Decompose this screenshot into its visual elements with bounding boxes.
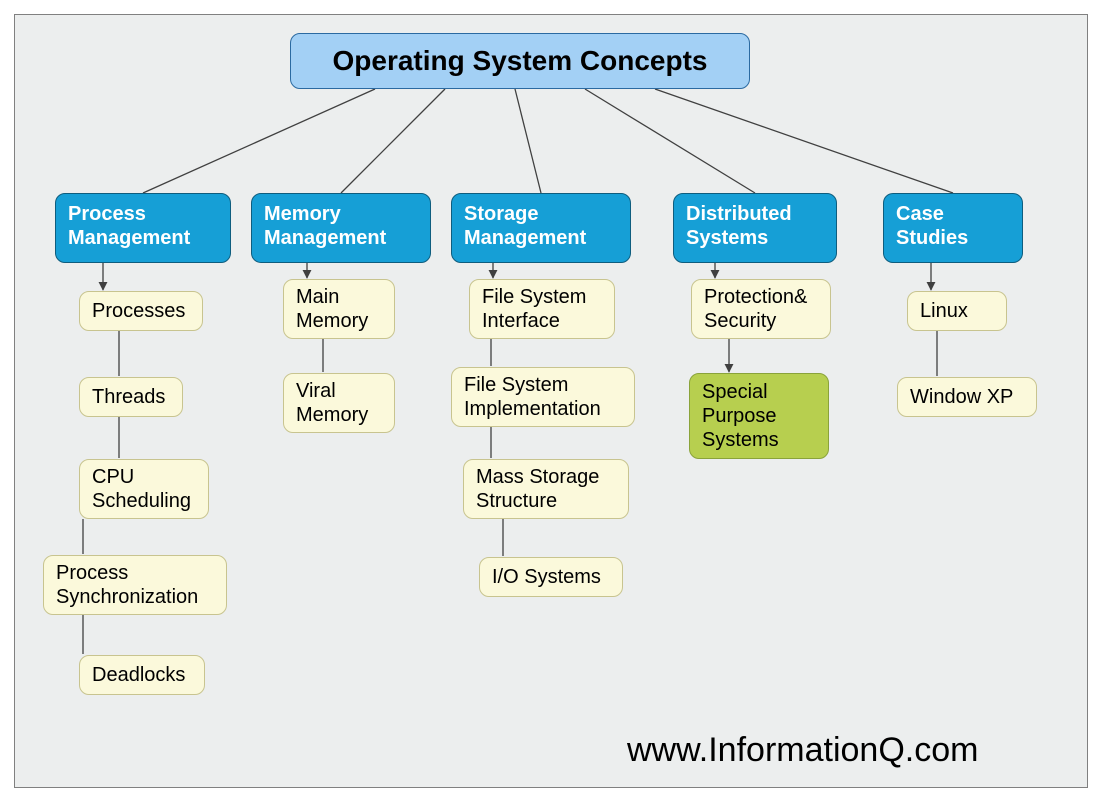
root-node-label: Operating System Concepts <box>333 44 708 78</box>
category-process-label: ProcessManagement <box>68 202 190 250</box>
sub-case-0-label: Linux <box>920 299 968 323</box>
category-storage-label: StorageManagement <box>464 202 586 250</box>
sub-storage-2: Mass StorageStructure <box>463 459 629 519</box>
sub-distributed-1: SpecialPurposeSystems <box>689 373 829 459</box>
sub-process-0: Processes <box>79 291 203 331</box>
sub-memory-1-label: ViralMemory <box>296 379 368 427</box>
sub-distributed-0: Protection&Security <box>691 279 831 339</box>
category-distributed: DistributedSystems <box>673 193 837 263</box>
category-case: CaseStudies <box>883 193 1023 263</box>
sub-process-2-label: CPUScheduling <box>92 465 191 513</box>
sub-process-1-label: Threads <box>92 385 165 409</box>
sub-process-4: Deadlocks <box>79 655 205 695</box>
sub-process-1: Threads <box>79 377 183 417</box>
watermark-text: www.InformationQ.com <box>627 731 978 770</box>
sub-distributed-1-label: SpecialPurposeSystems <box>702 380 779 452</box>
sub-storage-0-label: File SystemInterface <box>482 285 586 333</box>
sub-process-2: CPUScheduling <box>79 459 209 519</box>
category-memory: MemoryManagement <box>251 193 431 263</box>
category-process: ProcessManagement <box>55 193 231 263</box>
sub-case-1-label: Window XP <box>910 385 1013 409</box>
sub-process-4-label: Deadlocks <box>92 663 185 687</box>
category-distributed-label: DistributedSystems <box>686 202 792 250</box>
sub-memory-1: ViralMemory <box>283 373 395 433</box>
root-node: Operating System Concepts <box>290 33 750 89</box>
sub-case-0: Linux <box>907 291 1007 331</box>
sub-case-1: Window XP <box>897 377 1037 417</box>
sub-storage-2-label: Mass StorageStructure <box>476 465 599 513</box>
category-case-label: CaseStudies <box>896 202 968 250</box>
sub-memory-0: MainMemory <box>283 279 395 339</box>
category-storage: StorageManagement <box>451 193 631 263</box>
sub-storage-1-label: File SystemImplementation <box>464 373 601 421</box>
sub-storage-3-label: I/O Systems <box>492 565 601 589</box>
sub-storage-0: File SystemInterface <box>469 279 615 339</box>
diagram-canvas: www.InformationQ.com Operating System Co… <box>14 14 1088 788</box>
sub-process-3-label: ProcessSynchronization <box>56 561 198 609</box>
category-memory-label: MemoryManagement <box>264 202 386 250</box>
sub-memory-0-label: MainMemory <box>296 285 368 333</box>
sub-storage-3: I/O Systems <box>479 557 623 597</box>
sub-distributed-0-label: Protection&Security <box>704 285 807 333</box>
sub-storage-1: File SystemImplementation <box>451 367 635 427</box>
sub-process-0-label: Processes <box>92 299 185 323</box>
sub-process-3: ProcessSynchronization <box>43 555 227 615</box>
